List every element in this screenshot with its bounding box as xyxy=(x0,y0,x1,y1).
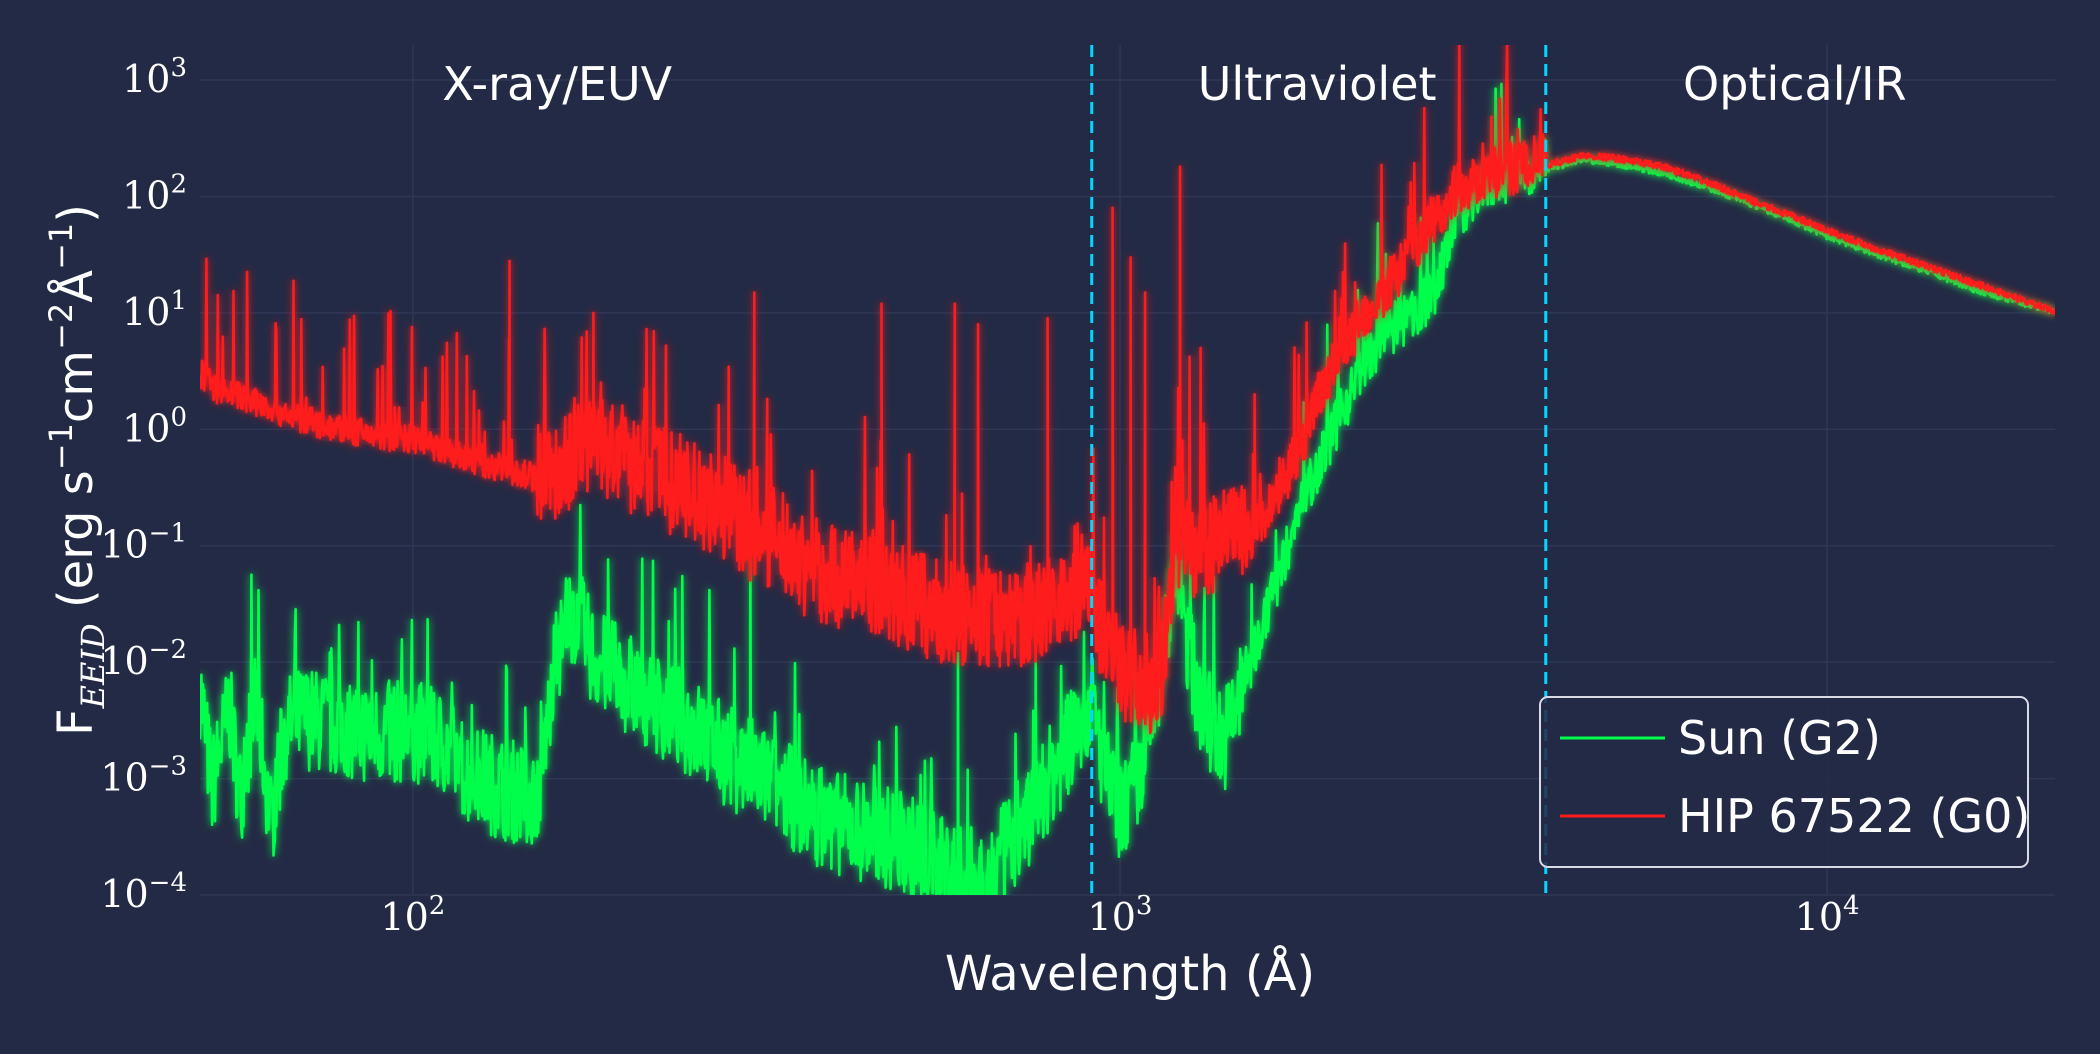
x-tick-label-2: 104 xyxy=(1795,891,1860,939)
y-label-exp2: −2 xyxy=(42,303,80,350)
y-axis-label: FEEID (erg s−1cm−2Å−1) xyxy=(42,204,112,736)
y-tick-label-5: 101 xyxy=(122,286,187,334)
series-line-sun xyxy=(200,82,2055,895)
y-label-mid: cm xyxy=(48,350,104,423)
x-tick-label-0: 102 xyxy=(380,891,445,939)
y-label-exp1: −1 xyxy=(42,423,80,470)
region-label-1: Ultraviolet xyxy=(1198,57,1437,111)
series-layer xyxy=(200,45,2055,895)
y-label-angstrom: Å xyxy=(47,270,104,303)
y-tick-label-7: 103 xyxy=(122,53,187,101)
legend: Sun (G2) HIP 67522 (G0) xyxy=(1539,696,2030,868)
y-label-subscript: EEID xyxy=(74,623,112,709)
legend-label-sun: Sun (G2) xyxy=(1678,711,1881,765)
y-tick-label-6: 102 xyxy=(122,169,187,217)
x-tick-label-1: 103 xyxy=(1088,891,1153,939)
y-label-exp3: −1 xyxy=(42,223,80,270)
legend-label-hip67522: HIP 67522 (G0) xyxy=(1678,789,2030,843)
y-label-prefix: F xyxy=(48,708,104,736)
y-tick-label-0: 10−4 xyxy=(100,868,187,916)
series-line-hip67522 xyxy=(200,45,2055,735)
region-label-2: Optical/IR xyxy=(1683,57,1907,111)
y-tick-label-2: 10−2 xyxy=(100,635,187,683)
y-tick-label-1: 10−3 xyxy=(100,752,187,800)
region-labels: X-ray/EUV Ultraviolet Optical/IR xyxy=(442,57,1906,111)
region-label-0: X-ray/EUV xyxy=(442,57,672,111)
tick-labels: 10−4 10−3 10−2 10−1 100 101 102 103 102 103 104 xyxy=(100,53,1859,939)
x-axis-label: Wavelength (Å) xyxy=(945,945,1315,1002)
y-tick-label-4: 100 xyxy=(122,402,187,450)
y-label-close: ) xyxy=(48,204,104,223)
y-tick-label-3: 10−1 xyxy=(100,519,187,567)
y-label-units-open: (erg s xyxy=(48,470,104,623)
